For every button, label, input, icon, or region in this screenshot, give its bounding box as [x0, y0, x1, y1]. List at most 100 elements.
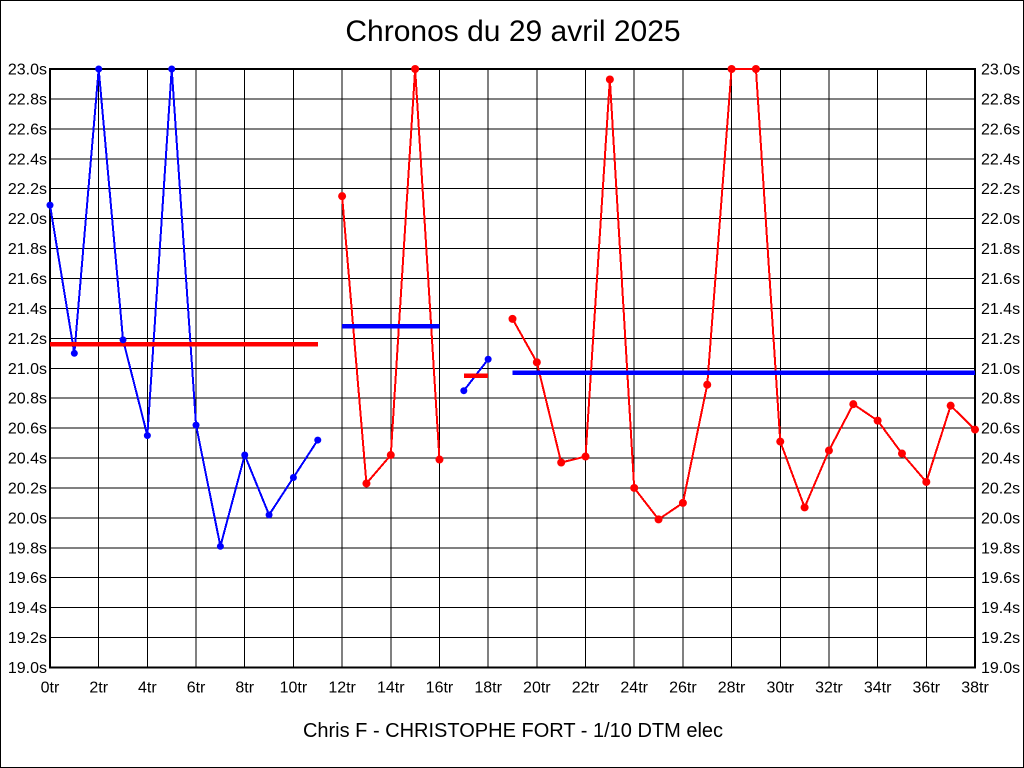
- x-tick-label: 2tr: [89, 680, 108, 697]
- data-point-run-1: [289, 473, 297, 481]
- data-point-run-1: [241, 451, 249, 459]
- y-tick-label-left: 20.0s: [8, 510, 47, 527]
- x-tick-label: 32tr: [815, 680, 843, 697]
- data-point-run-1: [192, 421, 200, 429]
- y-tick-label-left: 20.4s: [8, 451, 47, 468]
- data-point-run-1: [46, 201, 54, 209]
- y-tick-label-left: 22.0s: [8, 211, 47, 228]
- series-layer: [49, 68, 976, 547]
- data-point-run-4: [873, 416, 882, 425]
- data-point-run-4: [557, 458, 566, 467]
- x-tick-label: 22tr: [572, 680, 600, 697]
- y-tick-label-right: 22.2s: [981, 181, 1020, 198]
- y-tick-label-left: 21.6s: [8, 271, 47, 288]
- y-tick-label-right: 19.2s: [981, 630, 1020, 647]
- data-point-run-1: [119, 336, 127, 344]
- x-tick-label: 10tr: [280, 680, 308, 697]
- data-point-run-3: [484, 355, 492, 363]
- y-tick-label-right: 20.2s: [981, 480, 1020, 497]
- x-tick-label: 12tr: [328, 680, 356, 697]
- series-line-run-4: [511, 68, 976, 521]
- y-tick-label-right: 20.0s: [981, 510, 1020, 527]
- grid-layer: [49, 68, 976, 669]
- y-tick-label-left: 20.6s: [8, 421, 47, 438]
- data-point-run-2: [338, 192, 347, 201]
- y-tick-label-left: 19.8s: [8, 540, 47, 557]
- data-point-run-4: [800, 503, 809, 512]
- y-tick-label-left: 21.0s: [8, 361, 47, 378]
- data-point-run-4: [581, 452, 590, 461]
- x-tick-label: 24tr: [620, 680, 648, 697]
- data-point-run-4: [971, 425, 979, 434]
- y-tick-label-right: 19.4s: [981, 600, 1020, 617]
- plot-border: [49, 68, 976, 669]
- x-tick-label: 16tr: [426, 680, 454, 697]
- y-tick-label-right: 21.2s: [981, 331, 1020, 348]
- y-tick-label-right: 23.0s: [981, 62, 1020, 79]
- x-tick-label: 6tr: [187, 680, 206, 697]
- x-tick-label: 18tr: [474, 680, 502, 697]
- data-point-run-2: [411, 65, 420, 73]
- y-tick-label-right: 22.0s: [981, 211, 1020, 228]
- x-tick-label: 14tr: [377, 680, 405, 697]
- data-point-run-4: [654, 515, 663, 524]
- y-tick-label-left: 22.2s: [8, 181, 47, 198]
- data-point-run-4: [703, 380, 712, 389]
- chart-title: Chronos du 29 avril 2025: [345, 15, 681, 48]
- y-tick-label-right: 21.4s: [981, 301, 1020, 318]
- y-tick-label-left: 21.2s: [8, 331, 47, 348]
- y-tick-label-right: 20.8s: [981, 391, 1020, 408]
- x-tick-label: 26tr: [669, 680, 697, 697]
- data-point-run-4: [824, 446, 833, 455]
- y-tick-label-right: 21.6s: [981, 271, 1020, 288]
- average-lines-layer: [50, 324, 975, 378]
- y-tick-label-left: 22.6s: [8, 121, 47, 138]
- data-point-run-4: [630, 483, 639, 492]
- x-tick-label: 8tr: [235, 680, 254, 697]
- series-line-run-1: [49, 68, 319, 547]
- y-tick-label-left: 19.4s: [8, 600, 47, 617]
- data-point-run-4: [508, 314, 517, 323]
- x-tick-label: 28tr: [718, 680, 746, 697]
- y-tick-label-left: 20.8s: [8, 391, 47, 408]
- y-tick-label-left: 20.2s: [8, 480, 47, 497]
- data-point-run-1: [70, 349, 78, 357]
- y-tick-label-left: 21.8s: [8, 241, 47, 258]
- x-tick-label: 36tr: [913, 680, 941, 697]
- data-point-run-1: [143, 432, 151, 440]
- x-tick-label: 4tr: [138, 680, 157, 697]
- y-tick-label-left: 22.4s: [8, 151, 47, 168]
- data-point-run-2: [386, 451, 395, 460]
- y-tick-label-left: 19.0s: [8, 660, 47, 677]
- data-point-run-1: [168, 65, 176, 73]
- y-tick-label-right: 20.4s: [981, 451, 1020, 468]
- chart-footer: Chris F - CHRISTOPHE FORT - 1/10 DTM ele…: [302, 720, 724, 742]
- x-tick-label: 20tr: [523, 680, 551, 697]
- y-tick-label-right: 19.6s: [981, 570, 1020, 587]
- data-point-run-4: [751, 65, 760, 73]
- y-tick-label-right: 22.4s: [981, 151, 1020, 168]
- x-tick-label: 34tr: [864, 680, 892, 697]
- data-point-run-4: [678, 498, 687, 507]
- y-tick-label-left: 22.8s: [8, 91, 47, 108]
- y-tick-label-left: 19.6s: [8, 570, 47, 587]
- data-point-run-1: [216, 542, 224, 550]
- y-tick-label-left: 23.0s: [8, 62, 47, 79]
- data-point-run-1: [265, 511, 273, 519]
- y-tick-label-left: 21.4s: [8, 301, 47, 318]
- data-point-run-4: [776, 437, 785, 446]
- y-tick-label-right: 21.8s: [981, 241, 1020, 258]
- data-point-run-4: [922, 477, 931, 486]
- data-point-run-4: [897, 449, 906, 458]
- x-tick-label: 0tr: [41, 680, 60, 697]
- data-point-run-3: [460, 387, 468, 395]
- x-tick-label: 38tr: [961, 680, 989, 697]
- x-tick-label: 30tr: [766, 680, 794, 697]
- data-point-run-4: [727, 65, 736, 73]
- data-point-run-1: [314, 436, 322, 444]
- y-tick-label-right: 21.0s: [981, 361, 1020, 378]
- y-tick-label-right: 20.6s: [981, 421, 1020, 438]
- data-point-run-4: [605, 75, 614, 84]
